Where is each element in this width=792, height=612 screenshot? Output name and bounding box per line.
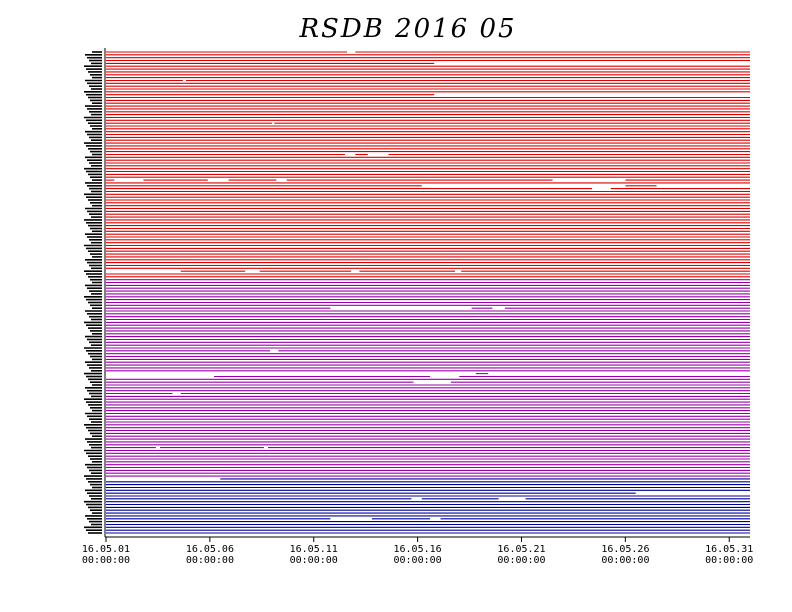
- x-tick-label-time: 00:00:00: [497, 555, 545, 566]
- x-tick-label-date: 16.05.26: [601, 544, 649, 555]
- chart-title: RSDB 2016 05: [298, 14, 516, 44]
- station-label-column: [84, 51, 102, 534]
- x-tick-label-date: 16.05.31: [705, 544, 753, 555]
- series-group-1: [106, 51, 750, 278]
- x-tick-label-time: 00:00:00: [601, 555, 649, 566]
- x-tick-label-time: 00:00:00: [82, 555, 130, 566]
- x-tick-label-time: 00:00:00: [394, 555, 442, 566]
- x-tick-label-date: 16.05.21: [497, 544, 545, 555]
- x-tick-label-date: 16.05.16: [394, 544, 442, 555]
- series-group-3: [106, 478, 750, 534]
- x-axis: 16.05.0100:00:0016.05.0600:00:0016.05.11…: [82, 48, 753, 566]
- x-tick-label-time: 00:00:00: [705, 555, 753, 566]
- series-group-2: [106, 279, 750, 477]
- x-tick-label-date: 16.05.11: [290, 544, 338, 555]
- x-tick-label-time: 00:00:00: [290, 555, 338, 566]
- data-rows: [106, 51, 750, 534]
- x-tick-label-time: 00:00:00: [186, 555, 234, 566]
- x-tick-label-date: 16.05.06: [186, 544, 234, 555]
- x-tick-label-date: 16.05.01: [82, 544, 130, 555]
